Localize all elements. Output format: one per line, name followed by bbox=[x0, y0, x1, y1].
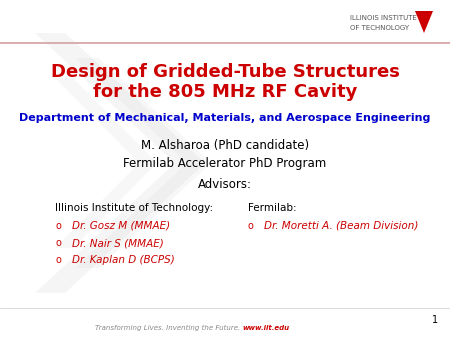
Text: Department of Mechanical, Materials, and Aerospace Engineering: Department of Mechanical, Materials, and… bbox=[19, 113, 431, 123]
Text: o: o bbox=[55, 221, 61, 231]
Text: Transforming Lives. Inventing the Future.: Transforming Lives. Inventing the Future… bbox=[95, 325, 240, 331]
Text: Dr. Gosz M (MMAE): Dr. Gosz M (MMAE) bbox=[72, 221, 170, 231]
Text: Fermilab Accelerator PhD Program: Fermilab Accelerator PhD Program bbox=[123, 156, 327, 169]
Polygon shape bbox=[415, 11, 433, 33]
Text: o: o bbox=[247, 221, 253, 231]
Text: Fermilab:: Fermilab: bbox=[248, 203, 297, 213]
Polygon shape bbox=[75, 58, 211, 268]
Text: OF TECHNOLOGY: OF TECHNOLOGY bbox=[350, 25, 409, 31]
Text: www.iit.edu: www.iit.edu bbox=[242, 325, 289, 331]
Text: for the 805 MHz RF Cavity: for the 805 MHz RF Cavity bbox=[93, 83, 357, 101]
Text: Dr. Nair S (MMAE): Dr. Nair S (MMAE) bbox=[72, 238, 164, 248]
Text: Dr. Moretti A. (Beam Division): Dr. Moretti A. (Beam Division) bbox=[264, 221, 418, 231]
Polygon shape bbox=[55, 78, 157, 248]
Text: Illinois Institute of Technology:: Illinois Institute of Technology: bbox=[55, 203, 213, 213]
Text: o: o bbox=[55, 255, 61, 265]
Text: o: o bbox=[55, 238, 61, 248]
Text: Design of Gridded-Tube Structures: Design of Gridded-Tube Structures bbox=[50, 63, 400, 81]
Polygon shape bbox=[35, 33, 205, 293]
Text: Dr. Kaplan D (BCPS): Dr. Kaplan D (BCPS) bbox=[72, 255, 175, 265]
Text: 1: 1 bbox=[432, 315, 438, 325]
Text: M. Alsharoa (PhD candidate): M. Alsharoa (PhD candidate) bbox=[141, 140, 309, 152]
Text: Advisors:: Advisors: bbox=[198, 178, 252, 192]
Text: ILLINOIS INSTITUTE: ILLINOIS INSTITUTE bbox=[350, 15, 417, 21]
